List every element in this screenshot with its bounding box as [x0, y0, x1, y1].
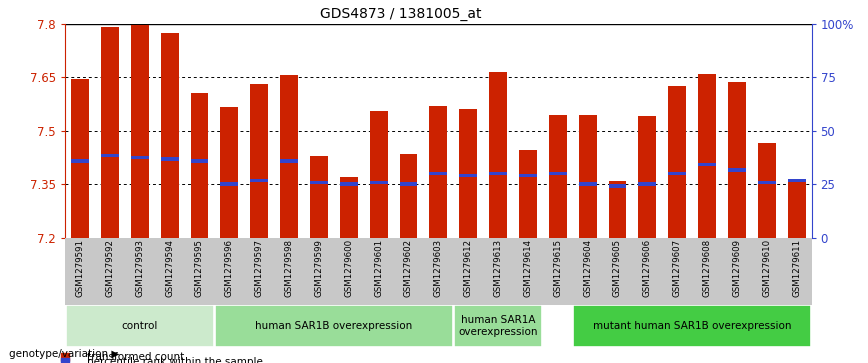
- Text: GSM1279606: GSM1279606: [643, 239, 652, 297]
- Bar: [573, 305, 811, 347]
- Bar: [220, 183, 239, 186]
- Bar: [370, 181, 388, 184]
- Bar: [579, 183, 596, 186]
- Text: GSM1279594: GSM1279594: [165, 239, 174, 297]
- Bar: [549, 115, 567, 238]
- Bar: [459, 174, 477, 177]
- Text: GSM1279605: GSM1279605: [613, 239, 622, 297]
- Text: mutant human SAR1B overexpression: mutant human SAR1B overexpression: [593, 321, 792, 331]
- Text: GSM1279609: GSM1279609: [733, 239, 741, 297]
- Bar: [280, 76, 298, 238]
- Text: GSM1279604: GSM1279604: [583, 239, 592, 297]
- Text: GSM1279603: GSM1279603: [434, 239, 443, 297]
- Bar: [370, 111, 388, 238]
- Bar: [71, 159, 89, 163]
- Bar: [131, 156, 148, 159]
- Title: GDS4873 / 1381005_at: GDS4873 / 1381005_at: [320, 7, 482, 21]
- Text: GSM1279615: GSM1279615: [553, 239, 562, 297]
- Bar: [310, 156, 328, 238]
- Text: GSM1279595: GSM1279595: [195, 239, 204, 297]
- Bar: [399, 183, 418, 186]
- Bar: [430, 172, 447, 175]
- Text: GSM1279614: GSM1279614: [523, 239, 532, 297]
- Bar: [549, 172, 567, 175]
- Bar: [758, 181, 776, 184]
- Bar: [250, 84, 268, 238]
- Bar: [190, 93, 208, 238]
- Text: GSM1279592: GSM1279592: [105, 239, 115, 297]
- Text: GSM1279608: GSM1279608: [702, 239, 712, 297]
- Bar: [131, 25, 148, 238]
- Text: GSM1279612: GSM1279612: [464, 239, 473, 297]
- Text: GSM1279600: GSM1279600: [345, 239, 353, 297]
- Bar: [698, 74, 716, 238]
- Bar: [787, 179, 806, 183]
- Text: transformed count: transformed count: [87, 352, 184, 362]
- Text: percentile rank within the sample: percentile rank within the sample: [87, 357, 263, 363]
- Bar: [161, 158, 179, 161]
- Bar: [668, 86, 687, 238]
- Bar: [280, 159, 298, 163]
- Bar: [787, 181, 806, 238]
- Bar: [519, 150, 537, 238]
- Bar: [728, 168, 746, 172]
- Text: GSM1279591: GSM1279591: [76, 239, 84, 297]
- Bar: [638, 117, 656, 238]
- Text: human SAR1B overexpression: human SAR1B overexpression: [255, 321, 412, 331]
- Bar: [608, 181, 627, 238]
- Bar: [728, 82, 746, 238]
- Bar: [66, 305, 214, 347]
- Bar: [190, 159, 208, 163]
- Text: GSM1279610: GSM1279610: [762, 239, 772, 297]
- Text: control: control: [122, 321, 158, 331]
- Text: GSM1279613: GSM1279613: [494, 239, 503, 297]
- Bar: [215, 305, 453, 347]
- Bar: [339, 177, 358, 238]
- Text: GSM1279611: GSM1279611: [792, 239, 801, 297]
- Text: GSM1279607: GSM1279607: [673, 239, 681, 297]
- Bar: [519, 174, 537, 177]
- Bar: [399, 154, 418, 238]
- Bar: [250, 179, 268, 183]
- Text: GSM1279596: GSM1279596: [225, 239, 233, 297]
- Bar: [71, 79, 89, 238]
- Text: human SAR1A
overexpression: human SAR1A overexpression: [458, 315, 538, 337]
- Text: GSM1279602: GSM1279602: [404, 239, 413, 297]
- Text: genotype/variation ▶: genotype/variation ▶: [9, 349, 119, 359]
- Text: GSM1279597: GSM1279597: [254, 239, 264, 297]
- Bar: [454, 305, 542, 347]
- Bar: [698, 163, 716, 166]
- Bar: [101, 154, 119, 158]
- Bar: [638, 183, 656, 186]
- Text: GSM1279601: GSM1279601: [374, 239, 383, 297]
- Text: GSM1279598: GSM1279598: [285, 239, 293, 297]
- Text: GSM1279593: GSM1279593: [135, 239, 144, 297]
- Bar: [101, 27, 119, 238]
- Bar: [489, 172, 507, 175]
- Bar: [339, 183, 358, 186]
- Text: GSM1279599: GSM1279599: [314, 239, 324, 297]
- Bar: [161, 33, 179, 238]
- Bar: [220, 107, 239, 238]
- Bar: [430, 106, 447, 238]
- Bar: [668, 172, 687, 175]
- Bar: [489, 72, 507, 238]
- Bar: [758, 143, 776, 238]
- Bar: [608, 184, 627, 188]
- Bar: [459, 109, 477, 238]
- Bar: [579, 115, 596, 238]
- Bar: [310, 181, 328, 184]
